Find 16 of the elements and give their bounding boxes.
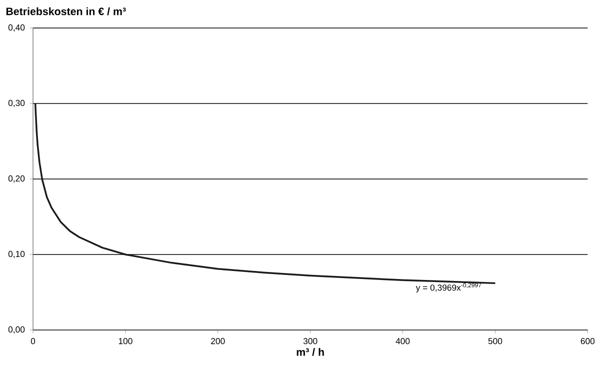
y-axis-title: Betriebskosten in € / m³ [6, 7, 126, 16]
y-tick-label: 0,00 [8, 326, 25, 334]
y-tick-label: 0,20 [8, 175, 25, 183]
y-tick-label: 0,30 [8, 100, 25, 108]
x-tick-label: 500 [488, 338, 502, 344]
y-tick-label: 0,10 [8, 250, 25, 258]
x-axis-title: m³ / h [296, 348, 324, 356]
x-tick-label: 100 [118, 338, 132, 344]
annotation: y = 0,3969x$^{-0,2997}$ [416, 283, 482, 292]
x-tick-label: 0 [30, 338, 36, 344]
x-tick-label: 400 [396, 338, 410, 344]
x-tick-label: 300 [303, 338, 318, 344]
x-tick-label: 600 [580, 338, 595, 344]
x-tick-label: 200 [211, 338, 225, 344]
line-series [34, 102, 496, 284]
y-tick-label: 0,40 [8, 24, 25, 32]
